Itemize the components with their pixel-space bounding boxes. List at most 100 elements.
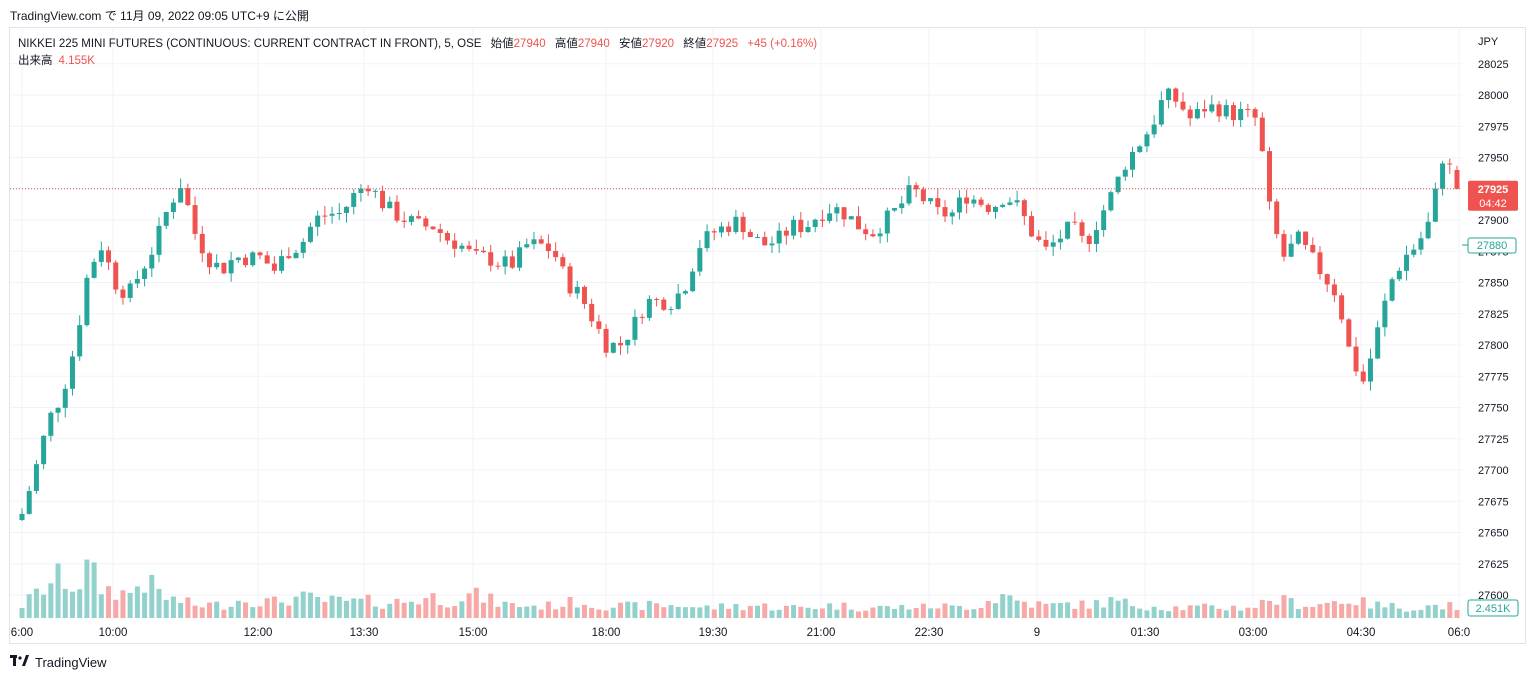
volume-bar [625, 601, 631, 618]
volume-bar [935, 608, 941, 618]
candle-body [466, 245, 472, 250]
candle-body [877, 233, 883, 237]
candle-body [992, 206, 998, 212]
volume-bar [257, 606, 263, 618]
candle-body [1367, 358, 1373, 382]
candle-body [1303, 231, 1309, 245]
volume-bar [639, 609, 645, 618]
high-value: 27940 [577, 38, 610, 50]
volume-bar [452, 606, 458, 618]
candle-body [863, 229, 869, 235]
candle-body [1007, 202, 1013, 205]
price-markers: 27925 04:42 27880 2.451K [10, 180, 1519, 617]
volume-bar [1353, 605, 1359, 618]
volume-bar [358, 598, 364, 618]
volume-bar [408, 601, 414, 618]
volume-bar [567, 596, 573, 618]
candle-body [257, 252, 263, 256]
volume-bar [1389, 602, 1395, 618]
volume-bar [1115, 600, 1121, 618]
volume-bar [127, 592, 133, 618]
candle-body [1245, 108, 1251, 110]
volume-bar [1339, 603, 1345, 618]
marked-price-label: 27880 [1477, 240, 1508, 252]
volume-bar [206, 602, 212, 618]
volume-bar [279, 602, 285, 618]
volume-bar [329, 595, 335, 618]
brand-name: TradingView [35, 655, 107, 670]
volume-bar [978, 607, 984, 618]
volume-bar [747, 606, 753, 618]
candle-body [1411, 249, 1417, 255]
candle-body [567, 266, 573, 294]
volume-bar [553, 609, 559, 618]
candle-body [798, 219, 804, 233]
candle-body [156, 225, 162, 255]
volume-bar [243, 602, 249, 618]
volume-bar [444, 607, 450, 618]
volume-bar [1158, 610, 1164, 618]
volume-bar [603, 610, 609, 618]
candle-body [906, 185, 912, 204]
volume-bar [401, 602, 407, 618]
candle-body [697, 248, 703, 272]
marked-price-badge [1467, 237, 1517, 254]
volume-bar [1050, 603, 1056, 618]
volume-bar [870, 607, 876, 618]
candle-body [892, 208, 898, 211]
volume-bar [798, 606, 804, 618]
candle-body [625, 339, 631, 346]
volume-bar [1108, 597, 1114, 618]
volume-bar [250, 607, 256, 618]
volume-bar [423, 598, 429, 618]
candle-body [1194, 109, 1200, 119]
volume-bar [69, 591, 75, 618]
volume-bar [1065, 602, 1071, 618]
volume-legend: 出来高 4.155K [18, 52, 95, 68]
volume-bar [228, 606, 234, 618]
volume-bar [661, 607, 667, 618]
volume-bar [855, 611, 861, 618]
candle-body [1166, 88, 1172, 101]
volume-bar [1230, 605, 1236, 618]
candle-body [1252, 109, 1258, 118]
candle-body [538, 239, 544, 244]
candle-body [1346, 319, 1352, 347]
volume-bar [956, 605, 962, 618]
volume-bar [1036, 601, 1042, 618]
candle-body [380, 190, 386, 209]
volume-bar [1360, 597, 1366, 618]
volume-bar [560, 606, 566, 618]
candle-body [387, 201, 393, 209]
candle-body [1072, 221, 1078, 223]
candle-body [1144, 134, 1150, 147]
volume-bar [394, 598, 400, 618]
volume-bar [466, 593, 472, 618]
candle-body [1180, 101, 1186, 110]
publication-header: TradingView.com で 11月 09, 2022 09:05 UTC… [10, 9, 309, 23]
volume-bar [380, 608, 386, 618]
candle-body [1454, 170, 1460, 189]
candle-body [127, 283, 133, 298]
candle-body [1137, 146, 1143, 152]
volume-bar [1209, 605, 1215, 618]
candle-body [632, 316, 638, 340]
volume-bar [1007, 595, 1013, 618]
open-label: 始値 [490, 38, 514, 50]
candle-body [293, 252, 299, 259]
candle-body [755, 237, 761, 239]
candle-body [870, 234, 876, 237]
candle-body [819, 219, 825, 221]
volume-bar [1000, 594, 1006, 618]
volume-bar [682, 607, 688, 618]
volume-bar [1021, 601, 1027, 618]
volume-bar [783, 605, 789, 618]
volume-bar [163, 599, 169, 618]
candle-body [1101, 210, 1107, 231]
footer-brand[interactable]: TradingView [10, 655, 107, 670]
grid-lines [10, 27, 1462, 620]
candle-body [358, 188, 364, 193]
candle-body [41, 435, 47, 465]
candle-body [1267, 151, 1273, 202]
